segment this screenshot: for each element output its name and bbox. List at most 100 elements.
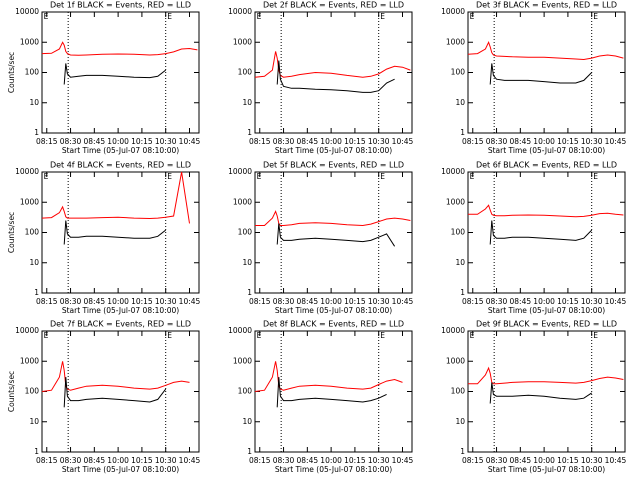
y-tick-label: 100 [238,68,253,77]
x-tick-label: 08:30 [60,137,82,146]
x-tick-label: 08:45 [510,456,532,465]
annotation: E [167,331,172,340]
y-tick-label: 10000 [441,7,465,16]
x-axis-label: Start Time (05-Jul-07 08:10:00) [62,465,179,474]
data-line [254,361,403,392]
y-tick-label: 100 [25,228,40,237]
y-tick-label: 1000 [20,356,39,365]
x-tick-label: 08:15 [462,297,484,306]
x-tick-label: 08:30 [273,137,295,146]
y-tick-label: 1 [247,288,252,297]
y-tick-label: 10 [29,417,39,426]
x-tick-label: 10:15 [131,137,153,146]
plot-frame [467,171,626,294]
x-tick-label: 08:45 [84,456,106,465]
x-tick-label: 10:15 [131,297,153,306]
x-tick-label: 10:15 [557,297,579,306]
y-tick-label: 100 [25,68,40,77]
x-tick-label: 10:00 [533,137,555,146]
x-tick-label: 10:45 [179,297,201,306]
y-tick-label: 10000 [228,326,252,335]
x-tick-label: 10:15 [344,297,366,306]
y-tick-label: 10 [242,417,252,426]
y-tick-label: 1000 [20,197,39,206]
x-tick-label: 10:15 [557,456,579,465]
plot-frame [41,171,200,294]
y-tick-label: 1 [34,447,39,456]
x-axis-label: Start Time (05-Jul-07 08:10:00) [275,146,392,155]
annotation: E [44,331,49,340]
data-line [41,171,190,224]
annotation: E [167,172,172,181]
plot-frame [254,330,413,453]
data-line [254,51,411,78]
y-tick-label: 10000 [228,167,252,176]
x-tick-label: 08:45 [84,137,106,146]
x-tick-label: 10:30 [368,456,390,465]
y-axis-label: Counts/sec [7,371,16,412]
x-tick-label: 08:15 [249,297,271,306]
x-axis-label: Start Time (05-Jul-07 08:10:00) [488,306,605,315]
y-tick-label: 10000 [15,167,39,176]
x-axis-label: Start Time (05-Jul-07 08:10:00) [488,465,605,474]
x-tick-label: 10:45 [392,456,414,465]
data-line [63,377,167,408]
data-line [489,63,593,85]
data-line [276,60,395,93]
y-tick-label: 100 [238,387,253,396]
x-tick-label: 10:30 [155,297,177,306]
chart-title: Det 6f BLACK = Events, RED = LLD [476,161,617,170]
y-tick-label: 10 [242,98,252,107]
x-tick-label: 08:15 [462,456,484,465]
x-tick-label: 10:45 [605,137,627,146]
y-tick-label: 10000 [441,326,465,335]
y-tick-label: 10 [455,98,465,107]
chart-title: Det 1f BLACK = Events, RED = LLD [50,1,191,10]
y-tick-label: 1000 [446,356,465,365]
data-line [489,382,592,404]
x-tick-label: 10:45 [179,137,201,146]
x-tick-label: 10:00 [533,297,555,306]
x-tick-label: 08:15 [462,137,484,146]
data-line [41,41,198,56]
y-tick-label: 100 [451,68,466,77]
y-tick-label: 10000 [15,326,39,335]
x-tick-label: 08:30 [60,456,82,465]
y-tick-label: 1 [460,288,465,297]
data-line [255,210,411,227]
y-tick-label: 10000 [15,7,39,16]
x-tick-label: 10:00 [320,297,342,306]
annotation: E [593,331,598,340]
y-tick-label: 100 [451,228,466,237]
x-tick-label: 10:30 [368,297,390,306]
x-tick-label: 08:45 [84,297,106,306]
y-tick-label: 100 [25,387,40,396]
y-tick-label: 1 [460,447,465,456]
x-tick-label: 10:00 [107,456,129,465]
x-tick-label: 10:00 [107,137,129,146]
chart-title: Det 9f BLACK = Events, RED = LLD [476,320,617,329]
annotation: E [593,172,598,181]
y-tick-label: 1 [247,128,252,137]
y-tick-label: 10000 [228,7,252,16]
y-tick-label: 10 [29,98,39,107]
x-tick-label: 08:45 [297,297,319,306]
x-tick-label: 10:30 [155,456,177,465]
x-tick-label: 10:15 [131,456,153,465]
x-tick-label: 10:00 [107,297,129,306]
x-tick-label: 08:15 [36,456,58,465]
x-tick-label: 08:30 [273,456,295,465]
x-tick-label: 10:00 [320,137,342,146]
y-tick-label: 10 [455,258,465,267]
y-tick-label: 1 [34,288,39,297]
x-tick-label: 10:15 [344,137,366,146]
x-tick-label: 10:45 [605,297,627,306]
x-axis-label: Start Time (05-Jul-07 08:10:00) [62,146,179,155]
x-axis-label: Start Time (05-Jul-07 08:10:00) [275,306,392,315]
x-tick-label: 08:30 [60,297,82,306]
x-tick-label: 08:30 [273,297,295,306]
x-tick-label: 08:15 [36,297,58,306]
chart-title: Det 3f BLACK = Events, RED = LLD [476,1,617,10]
data-line [63,63,167,85]
